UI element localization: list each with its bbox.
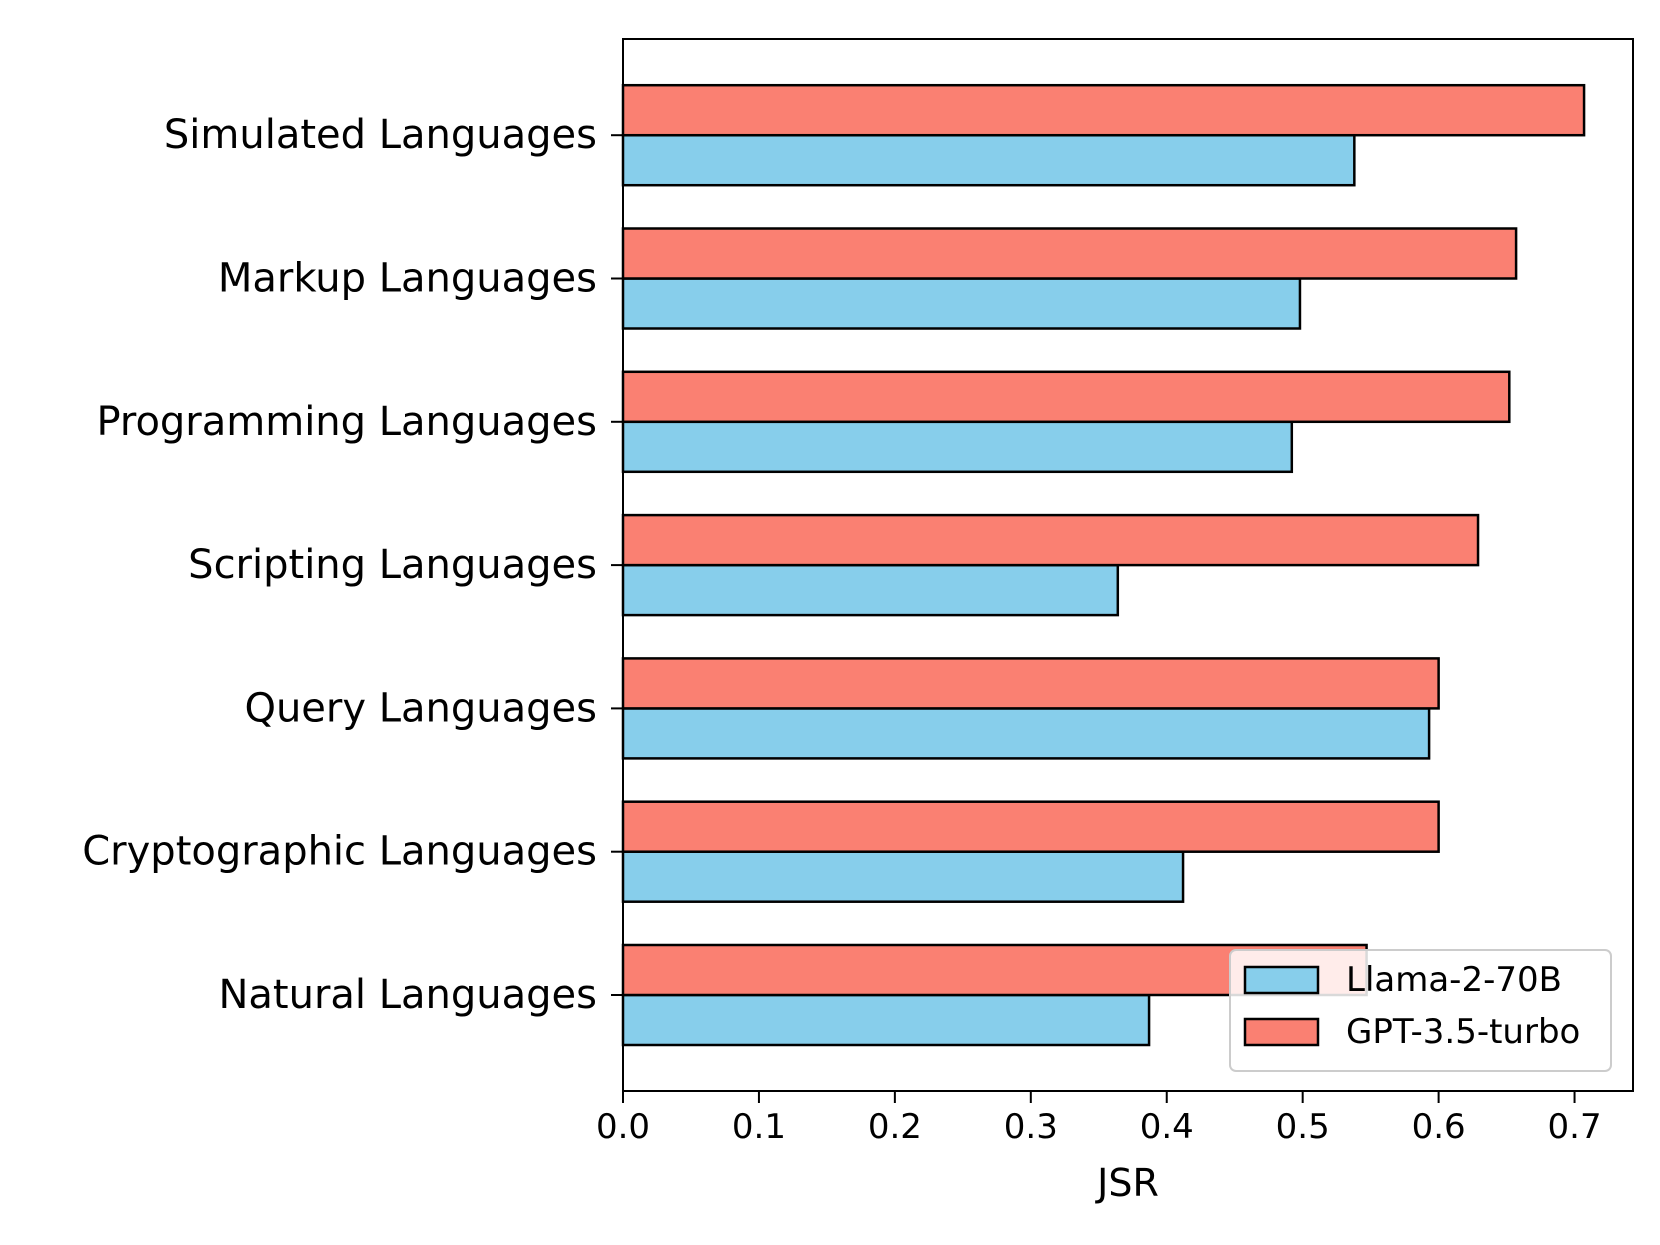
x-axis: 0.0 0.1 0.2 0.3 0.4 0.5 0.6 0.7 — [596, 1091, 1602, 1147]
bar-llama-2-70b-markup-languages — [621, 277, 1302, 330]
x-axis-label: JSR — [1095, 1161, 1159, 1205]
y-tick-label-query-languages: Query Languages — [244, 685, 597, 731]
legend: Llama-2-70B GPT-3.5-turbo — [1229, 949, 1612, 1072]
bar-gpt-3-5-turbo-simulated-languages — [621, 83, 1586, 137]
bars-layer — [621, 83, 1586, 1047]
x-tick-label-0.2: 0.2 — [868, 1107, 922, 1147]
bar-gpt-3-5-turbo-query-languages — [621, 657, 1440, 710]
x-tick-label-0.6: 0.6 — [1412, 1107, 1466, 1147]
bar-llama-2-70b-programming-languages — [621, 420, 1294, 474]
legend-label-llama-2-70b: Llama-2-70B — [1346, 960, 1562, 1000]
x-tick-label-0.0: 0.0 — [596, 1107, 650, 1147]
bar-llama-2-70b-query-languages — [621, 707, 1431, 760]
legend-swatch-llama-2-70b — [1243, 965, 1320, 995]
legend-label-gpt-3-5-turbo: GPT-3.5-turbo — [1346, 1012, 1580, 1052]
x-tick-label-0.4: 0.4 — [1140, 1107, 1194, 1147]
y-tick-label-scripting-languages: Scripting Languages — [188, 542, 597, 588]
y-tick-label-cryptographic-languages: Cryptographic Languages — [82, 829, 597, 875]
y-tick-label-programming-languages: Programming Languages — [96, 399, 597, 445]
bar-gpt-3-5-turbo-cryptographic-languages — [621, 800, 1440, 853]
legend-frame — [1229, 949, 1612, 1072]
plot-frame — [622, 38, 1634, 1092]
y-axis: Natural Languages Cryptographic Languages… — [82, 112, 623, 1018]
bar-gpt-3-5-turbo-programming-languages — [621, 370, 1511, 424]
bar-llama-2-70b-cryptographic-languages — [621, 850, 1185, 903]
x-tick-label-0.5: 0.5 — [1276, 1107, 1330, 1147]
x-tick-label-0.1: 0.1 — [732, 1107, 786, 1147]
bar-gpt-3-5-turbo-markup-languages — [621, 227, 1518, 280]
bar-llama-2-70b-natural-languages — [621, 993, 1151, 1047]
bar-gpt-3-5-turbo-scripting-languages — [621, 513, 1480, 567]
legend-swatch-gpt-3-5-turbo — [1243, 1017, 1320, 1047]
bar-llama-2-70b-simulated-languages — [621, 133, 1356, 187]
x-tick-label-0.3: 0.3 — [1004, 1107, 1058, 1147]
y-tick-label-markup-languages: Markup Languages — [218, 256, 597, 302]
bar-llama-2-70b-scripting-languages — [621, 563, 1120, 617]
y-tick-label-simulated-languages: Simulated Languages — [164, 112, 597, 158]
y-tick-label-natural-languages: Natural Languages — [219, 972, 598, 1018]
x-tick-label-0.7: 0.7 — [1548, 1107, 1602, 1147]
